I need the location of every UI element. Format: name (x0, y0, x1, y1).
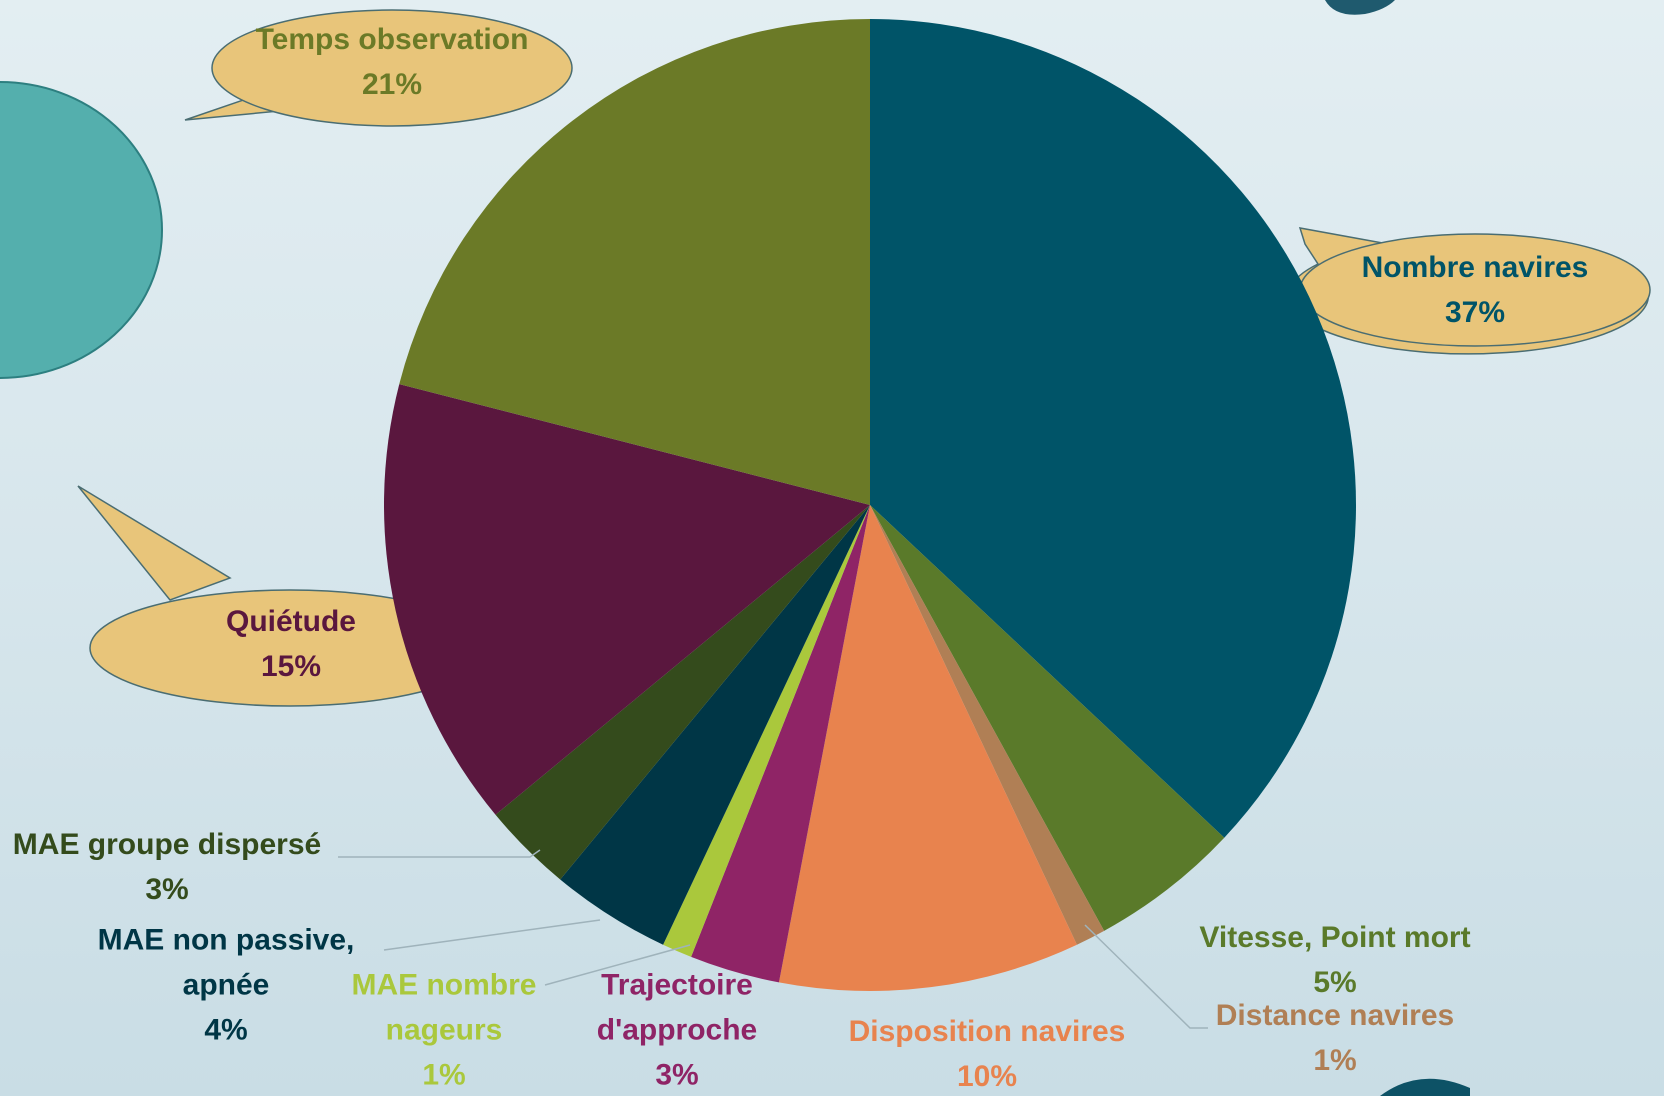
category-label: MAE nombre nageurs (351, 968, 537, 1047)
category-label: Nombre navires (1361, 251, 1589, 284)
leader-line (544, 944, 691, 986)
category-label: MAE groupe dispersé (12, 828, 322, 861)
data-label: MAE groupe dispersé 3% (0, 822, 337, 912)
category-label: Distance navires (1215, 999, 1455, 1032)
decor-fish (1325, 0, 1395, 15)
pie-slice (870, 19, 1356, 838)
value-label: 5% (1313, 966, 1357, 999)
pie-slice (778, 505, 1077, 991)
value-label: 1% (1313, 1044, 1357, 1077)
decor-corner (1380, 1078, 1470, 1096)
value-label: 3% (655, 1058, 699, 1092)
category-label: MAE non passive, apnée (97, 923, 355, 1002)
category-label: Trajectoire d'approche (596, 968, 758, 1047)
leader-line (1084, 924, 1208, 1029)
value-label: 37% (1444, 296, 1506, 329)
data-label: Nombre navires 37% (1310, 245, 1640, 335)
callouts (77, 9, 1651, 707)
callout-bubble (211, 9, 573, 127)
pie-slice (663, 505, 870, 957)
data-label: MAE non passive, apnée 4% (76, 918, 376, 1053)
value-label: 10% (956, 1060, 1018, 1093)
data-label: Disposition navires 10% (827, 1009, 1147, 1096)
pie-slice (691, 505, 870, 983)
value-label: 15% (260, 650, 322, 683)
leader-line (338, 849, 541, 858)
category-label: Vitesse, Point mort (1199, 921, 1471, 954)
value-label: 4% (204, 1013, 248, 1047)
pie-slice (399, 19, 870, 505)
data-label: Temps observation 21% (232, 17, 552, 107)
category-label: Quiétude (225, 605, 356, 638)
pie-slice (384, 384, 870, 815)
pie-slice (870, 505, 1225, 931)
value-label: 3% (145, 873, 189, 906)
data-label: Distance navires 1% (1185, 993, 1485, 1083)
data-label: MAE nombre nageurs 1% (334, 963, 554, 1096)
category-label: Disposition navires (848, 1015, 1126, 1048)
pie (384, 19, 1356, 991)
decor-ellipse (0, 81, 163, 379)
pie-slice (495, 505, 870, 880)
callout-tail (77, 485, 232, 601)
category-label: Temps observation (255, 23, 529, 56)
pie-slice (870, 505, 1105, 945)
value-label: 1% (422, 1058, 466, 1092)
leader-line (383, 919, 601, 951)
data-label: Trajectoire d'approche 3% (577, 963, 777, 1096)
leader-lines (338, 849, 1208, 1029)
pie-slice (560, 505, 870, 945)
value-label: 21% (361, 68, 423, 101)
data-label: Quiétude 15% (191, 599, 391, 689)
data-label: Vitesse, Point mort 5% (1165, 915, 1505, 1005)
